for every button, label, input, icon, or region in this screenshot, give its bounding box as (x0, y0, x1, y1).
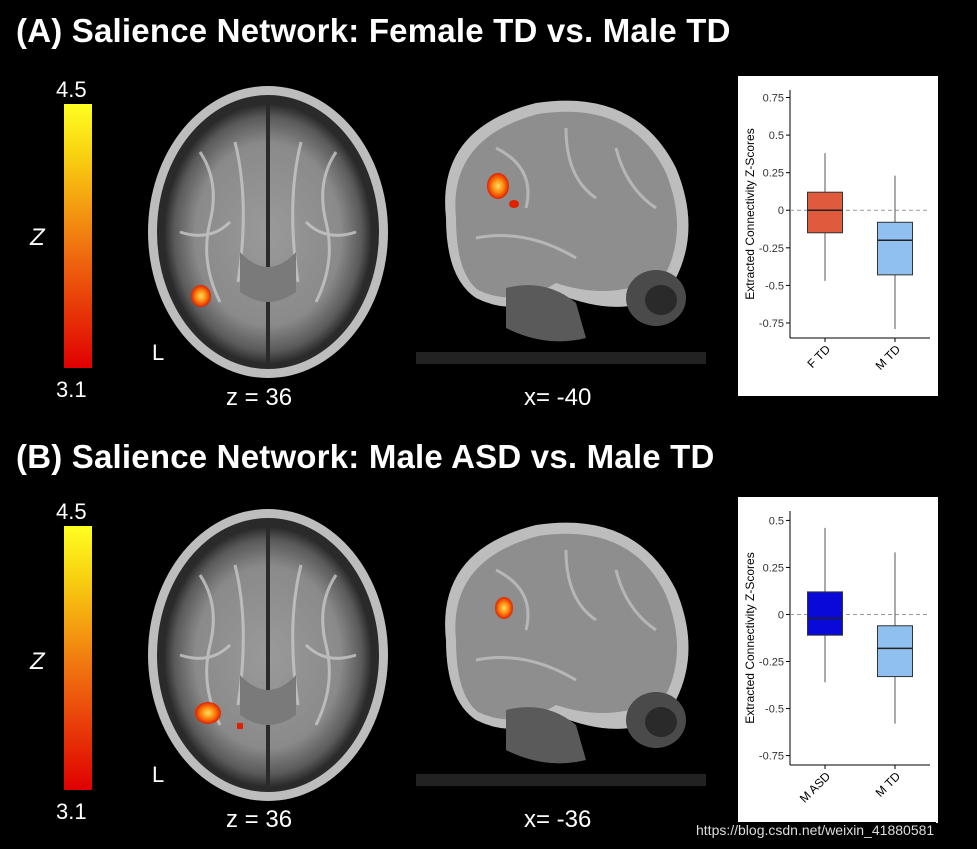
panel-b-boxplot: 0.5 0.25 0 -0.25 -0.5 -0.75 Extracted Connecti… (738, 497, 938, 823)
colorbar-max-label: 4.5 (56, 499, 87, 524)
colorbar-gradient (64, 526, 92, 790)
y-axis-label: Extracted Connectivity Z-Scores (743, 128, 757, 299)
colorbar-min-label: 3.1 (56, 799, 87, 824)
panel-b-axial-slice (148, 509, 388, 801)
y-tick-label: -0.5 (765, 704, 784, 716)
colorbar-min-label: 3.1 (56, 377, 87, 402)
watermark: https://blog.csdn.net/weixin_41880581 (694, 822, 937, 838)
panel-b-title: (B) Salience Network: Male ASD vs. Male … (16, 438, 715, 475)
y-tick-label: -0.25 (759, 657, 784, 669)
y-tick-label: 0.5 (769, 515, 784, 527)
colorbar-gradient (64, 104, 92, 368)
sagittal-slice-label: x= -40 (524, 384, 592, 411)
y-tick-label: 0 (778, 205, 784, 217)
panel-a-axial-slice (148, 86, 388, 378)
panel-a-sagittal-slice (416, 88, 706, 364)
axial-slice-label: z = 36 (226, 806, 293, 833)
y-tick-label: 0.5 (769, 130, 784, 142)
y-tick-label: 0.25 (763, 562, 784, 574)
box (807, 191, 843, 234)
axial-side-marker: L (152, 762, 165, 787)
y-tick-label: -0.75 (759, 751, 784, 763)
panel-a-colorbar: 4.5 3.1 (56, 77, 116, 407)
y-axis-label: Extracted Connectivity Z-Scores (743, 552, 757, 723)
y-tick-label: 0.25 (763, 168, 784, 180)
colorbar-var-label: Z (30, 224, 45, 251)
sagittal-slice-label: x= -36 (524, 806, 592, 833)
axial-side-marker: L (152, 340, 165, 365)
x-tick-label: M TD (873, 342, 904, 373)
colorbar-max-label: 4.5 (56, 77, 87, 102)
colorbar-var-label: Z (30, 648, 45, 675)
panel-b-colorbar: 4.5 3.1 (56, 499, 116, 829)
panel-a-title: (A) Salience Network: Female TD vs. Male… (16, 12, 731, 49)
y-tick-label: 0.75 (763, 93, 784, 105)
activation-cluster (487, 173, 509, 199)
x-tick-label: M TD (873, 769, 904, 800)
x-tick-label: M ASD (797, 769, 834, 806)
x-tick-label: F TD (805, 342, 834, 371)
box (807, 591, 843, 636)
activation-cluster (195, 702, 221, 724)
activation-cluster (191, 285, 211, 307)
panel-b-sagittal-slice (416, 510, 706, 786)
y-tick-label: -0.25 (759, 243, 784, 255)
y-tick-label: -0.5 (765, 280, 784, 292)
axial-slice-label: z = 36 (226, 384, 293, 411)
box (877, 625, 913, 678)
y-tick-label: 0 (778, 609, 784, 621)
box (877, 221, 913, 276)
activation-cluster (495, 597, 513, 619)
panel-a-boxplot: 0.75 0.5 0.25 0 -0.25 -0.5 -0.75 Extracted Conn… (738, 76, 938, 396)
y-tick-label: -0.75 (759, 318, 784, 330)
